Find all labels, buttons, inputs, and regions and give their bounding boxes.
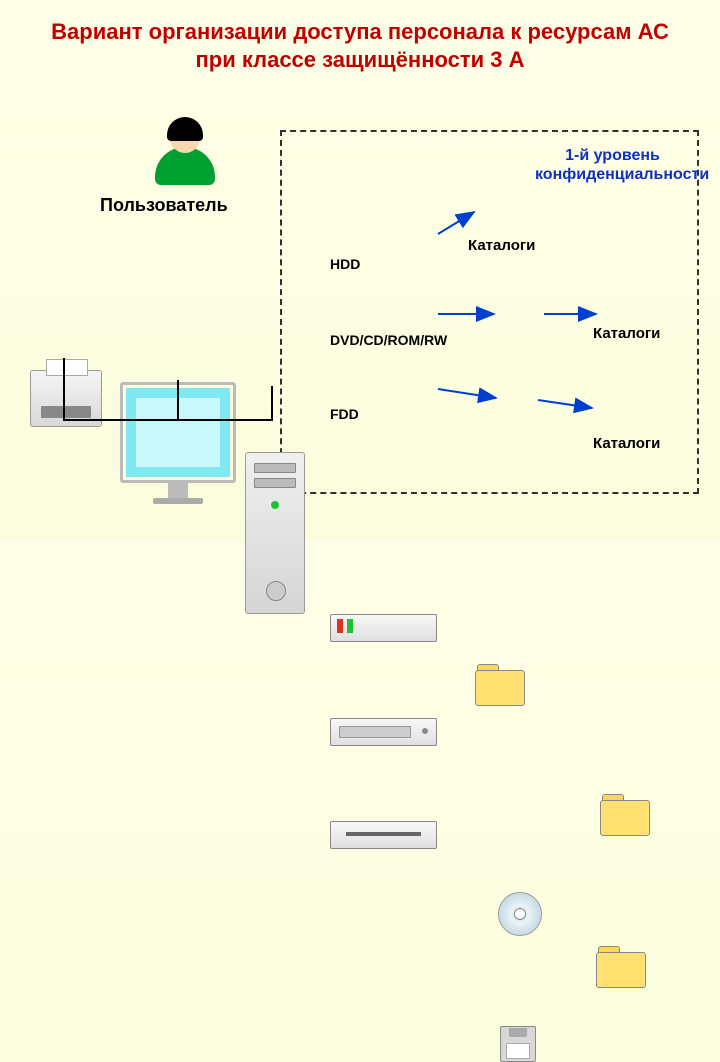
catalog-label-2: Каталоги bbox=[593, 325, 660, 342]
hdd-drive-icon bbox=[330, 614, 437, 642]
user-icon bbox=[155, 115, 215, 185]
folder-icon-2 bbox=[600, 794, 650, 836]
fdd-drive-icon bbox=[330, 821, 437, 849]
printer-icon bbox=[30, 370, 102, 427]
title-text: Вариант организации доступа персонала к … bbox=[51, 19, 669, 72]
disc-icon bbox=[498, 892, 542, 936]
fdd-label: FDD bbox=[330, 406, 359, 422]
catalog-label-1: Каталоги bbox=[468, 237, 535, 254]
folder-icon-1 bbox=[475, 664, 525, 706]
user-label: Пользователь bbox=[100, 195, 228, 216]
diagram-title: Вариант организации доступа персонала к … bbox=[0, 0, 720, 73]
catalog-label-3: Каталоги bbox=[593, 435, 660, 452]
folder-icon-3 bbox=[596, 946, 646, 988]
hdd-label: HDD bbox=[330, 256, 360, 272]
dvd-label: DVD/CD/ROM/RW bbox=[330, 332, 447, 348]
level-label: 1-й уровень конфиденциальности bbox=[535, 146, 690, 184]
dvd-drive-icon bbox=[330, 718, 437, 746]
monitor-icon bbox=[120, 382, 236, 483]
floppy-icon bbox=[500, 1026, 536, 1062]
tower-icon bbox=[245, 452, 305, 614]
